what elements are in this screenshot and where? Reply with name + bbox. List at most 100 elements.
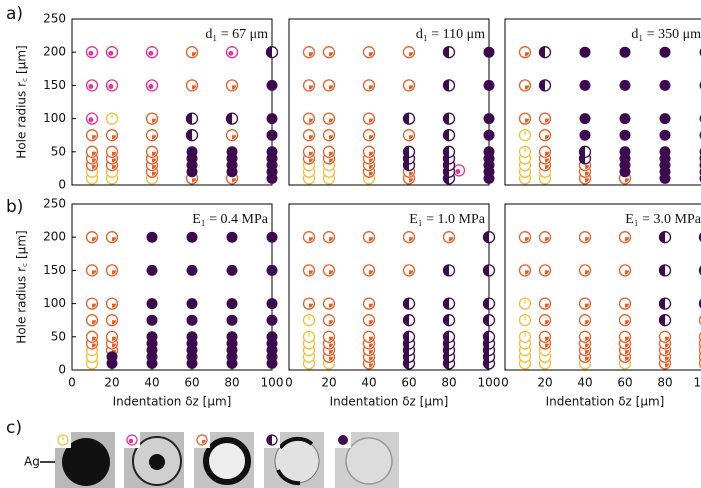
point [304,146,315,157]
glyph-fill [620,80,631,91]
point [444,331,455,342]
glyph-dot [108,84,113,89]
x-tick-label: 80 [224,376,239,390]
glyph-fill [580,47,591,58]
x-tick-label: 80 [441,376,456,390]
point [404,331,415,342]
point [324,315,335,326]
point [580,232,591,243]
glyph-fill [484,130,495,141]
plot-frame [289,19,489,185]
glyph-fill [484,113,495,124]
point [227,80,238,91]
glyph-fill [267,265,278,276]
point [620,130,631,141]
point [540,130,551,141]
point [187,113,198,124]
point [620,331,631,342]
image-label: Ag [24,455,40,469]
point [227,47,238,58]
point [364,331,375,342]
point [147,80,158,91]
point [227,298,238,309]
point [107,113,118,124]
point [660,146,671,157]
point [620,113,631,124]
point [444,130,455,141]
figure: a) b) c) Ag 050100150200250Hole radius r… [0,0,701,488]
point [267,232,278,243]
y-tick-label: 100 [43,111,66,125]
point [484,80,495,91]
point [107,146,118,157]
x-tick-label: 20 [321,376,336,390]
point [540,331,551,342]
glyph-fill [227,232,238,243]
x-tick-label: 60 [401,376,416,390]
point [324,331,335,342]
point [404,130,415,141]
point [107,298,118,309]
point [520,331,531,342]
point [364,298,375,309]
y-tick-label: 250 [43,197,66,211]
point [660,331,671,342]
glyph-fill [620,113,631,124]
glyph-fill [187,265,198,276]
point [227,113,238,124]
y-tick-label: 150 [43,78,66,92]
point [620,265,631,276]
glyph-fill [620,130,631,141]
point [484,113,495,124]
point [660,113,671,124]
point [444,265,455,276]
x-tick-label: 40 [144,376,159,390]
y-tick-label: 50 [51,329,66,343]
point [620,315,631,326]
point [107,315,118,326]
point [580,298,591,309]
x-axis-title: Indentation δz [μm] [330,395,449,409]
point [324,80,335,91]
point [187,315,198,326]
point [580,47,591,58]
point [87,80,98,91]
point [187,130,198,141]
point [87,130,98,141]
point [304,80,315,91]
y-tick-label: 0 [58,363,66,377]
glyph-fill [187,232,198,243]
point [404,80,415,91]
y-axis-title: Hole radius r꜀ [μm] [15,45,29,158]
point [107,80,118,91]
point [267,113,278,124]
point [147,331,158,342]
point [187,331,198,342]
point [364,130,375,141]
point [87,298,98,309]
y-tick-label: 150 [43,263,66,277]
point [404,232,415,243]
glyph-fill [484,80,495,91]
glyph-fill [147,265,158,276]
point [187,80,198,91]
point [484,265,495,276]
glyph-fill [107,351,118,362]
point [107,331,118,342]
point [444,315,455,326]
glyph-fill [147,331,158,342]
glyph-fill [660,80,671,91]
point [444,232,455,243]
point [660,298,671,309]
point [520,232,531,243]
x-tick-label: 20 [537,376,552,390]
glyph-dot [88,117,93,122]
point [304,113,315,124]
annotation: d₁ = 350 μm [631,27,701,42]
point [267,331,278,342]
point [187,232,198,243]
point [620,298,631,309]
point [147,298,158,309]
x-tick-label: 40 [361,376,376,390]
point [324,130,335,141]
